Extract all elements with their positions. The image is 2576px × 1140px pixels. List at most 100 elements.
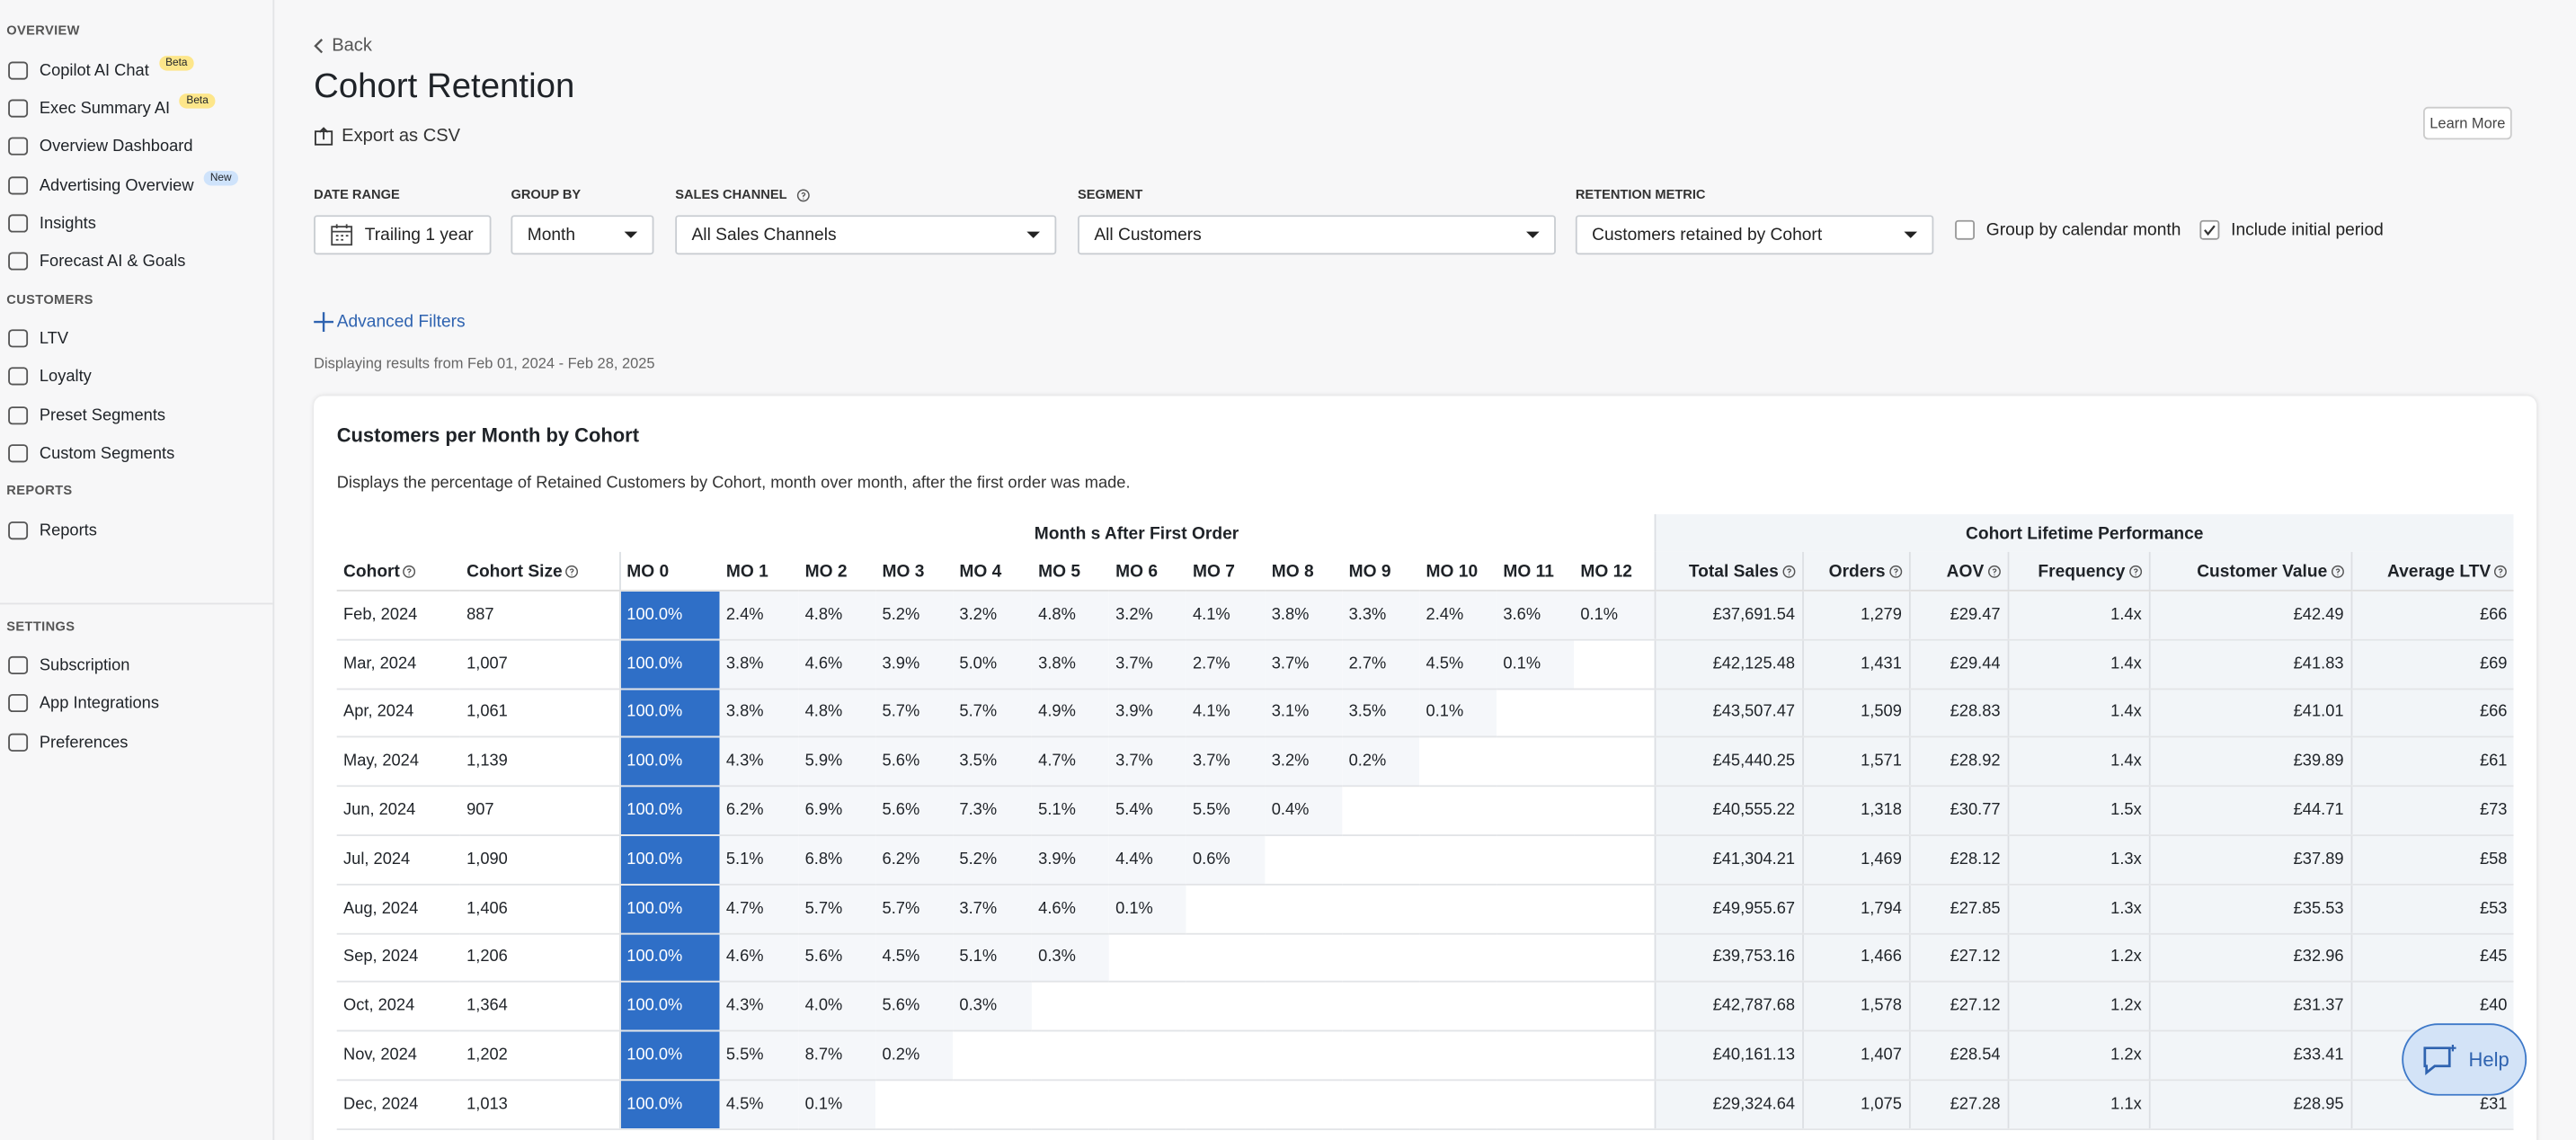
retention-cell	[1497, 688, 1575, 739]
nav-icon	[8, 214, 29, 233]
nav-label: Subscription	[39, 655, 130, 675]
filter-field[interactable]: Customers retained by Cohort	[1575, 215, 1934, 255]
performance-cell: £45	[2349, 932, 2514, 984]
retention-cell	[1419, 1080, 1497, 1130]
retention-cell	[1342, 1030, 1420, 1082]
nav-icon	[8, 252, 29, 271]
learn-more[interactable]: Learn More	[2423, 106, 2512, 140]
nav-item[interactable]: Reports	[6, 518, 97, 544]
nav-icon-shape	[8, 733, 29, 752]
dropdown-caret	[1026, 231, 1040, 238]
filter-value-wrap: All Sales Channels	[692, 225, 837, 245]
column-header-text: Cohort Size	[466, 560, 563, 581]
nav-icon	[8, 137, 29, 156]
performance-cell: 1,279	[1801, 590, 1910, 641]
nav-item[interactable]: Preset Segments	[6, 403, 165, 429]
nav-item[interactable]: LTV	[6, 325, 68, 352]
retention-cell	[1419, 884, 1497, 934]
retention-cell	[1342, 786, 1420, 836]
checkbox[interactable]: Group by calendar month	[1955, 219, 2181, 240]
export-text: Export as CSV	[342, 126, 461, 147]
filter-label-text: DATE RANGE	[314, 187, 400, 202]
retention-cell: 5.1%	[719, 835, 799, 886]
retention-cell	[1265, 982, 1343, 1032]
filter-value-wrap: Trailing 1 year	[330, 223, 474, 246]
filter-field[interactable]: Trailing 1 year	[314, 215, 492, 255]
performance-cell: 1,431	[1801, 639, 1910, 690]
retention-cell	[1574, 1030, 1655, 1082]
filter-label-text: SALES CHANNEL	[675, 187, 787, 202]
table-row: Apr, 2024 1,061 100.0% 3.8% 4.8% 5.7% 5.7% 4.9%…	[336, 688, 2514, 739]
nav-item[interactable]: Loyalty	[6, 363, 92, 389]
nav-icon	[8, 655, 29, 675]
performance-cell: £33.41	[2148, 1030, 2351, 1082]
nav-icon	[8, 176, 29, 195]
retention-cell	[1574, 884, 1655, 934]
retention-cell: 5.1%	[953, 932, 1032, 984]
filter-field[interactable]: All Customers	[1078, 215, 1556, 255]
cohort-cell: Mar, 2024	[336, 639, 460, 690]
performance-cell: £28.54	[1908, 1030, 2008, 1082]
nav-item[interactable]: Overview Dashboard	[6, 133, 193, 159]
filter-label: SEGMENT	[1078, 187, 1142, 201]
performance-cell: 1,075	[1801, 1080, 1910, 1130]
nav-icon-shape	[8, 655, 29, 675]
retention-cell	[1108, 1080, 1186, 1130]
help-icon	[2331, 564, 2344, 577]
retention-cell	[1574, 982, 1655, 1032]
check-path	[2204, 225, 2216, 236]
nav-item[interactable]: Forecast AI & Goals	[6, 248, 185, 274]
column-header-text: MO 12	[1580, 560, 1632, 581]
table-row: Nov, 2024 1,202 100.0% 5.5% 8.7% 0.2% £40,161.…	[336, 1030, 2514, 1082]
table-row: Oct, 2024 1,364 100.0% 4.3% 4.0% 5.6% 0.3% £42,…	[336, 982, 2514, 1032]
retention-cell: 2.4%	[1419, 590, 1497, 641]
retention-cell: 3.8%	[1031, 639, 1109, 690]
help-icon	[1987, 564, 2001, 577]
help-mark	[2334, 567, 2340, 575]
help-button[interactable]: Help	[2402, 1023, 2527, 1096]
retention-cell	[1497, 786, 1575, 836]
column-header-text: MO 8	[1271, 560, 1314, 581]
advanced-filters[interactable]: Advanced Filters	[314, 312, 466, 332]
help-icon	[403, 564, 416, 577]
retention-cell	[1497, 884, 1575, 934]
column-header: MO 7	[1186, 551, 1266, 592]
retention-cell	[1108, 1030, 1186, 1082]
retention-cell: 0.4%	[1265, 786, 1343, 836]
filter-field[interactable]: All Sales Channels	[675, 215, 1057, 255]
performance-cell: £69	[2349, 639, 2514, 690]
filter-field[interactable]: Month	[511, 215, 654, 255]
performance-cell: £28.92	[1908, 737, 2008, 788]
column-header: MO 0	[618, 551, 720, 592]
cohort-size-cell: 887	[459, 590, 620, 641]
help-text: Help	[2468, 1047, 2509, 1072]
back-link[interactable]: Back	[314, 36, 372, 56]
table-row: Aug, 2024 1,406 100.0% 4.7% 5.7% 5.7% 3.7% 4.6%…	[336, 884, 2514, 934]
nav-item[interactable]: Copilot AI Chat Beta	[6, 56, 194, 84]
nav-item[interactable]: Preferences	[6, 729, 128, 755]
cohort-size-cell: 1,139	[459, 737, 620, 788]
section-label: OVERVIEW	[6, 22, 80, 39]
plus-icon	[314, 312, 334, 333]
nav-item[interactable]: Custom Segments	[6, 441, 174, 467]
retention-cell: 3.7%	[1186, 737, 1266, 788]
column-header: Frequency	[2006, 551, 2149, 592]
retention-cell: 5.5%	[1186, 786, 1266, 836]
section-label: CUSTOMERS	[6, 292, 93, 307]
nav-item[interactable]: Advertising Overview New	[6, 171, 238, 199]
nav-item[interactable]: Subscription	[6, 652, 129, 678]
performance-cell: £42,787.68	[1653, 982, 1803, 1032]
retention-cell: 5.7%	[953, 688, 1032, 739]
nav-item[interactable]: Insights	[6, 210, 96, 236]
export-csv[interactable]: Export as CSV	[314, 127, 460, 147]
nav-icon-shape	[8, 521, 29, 540]
nav-item[interactable]: Exec Summary AI Beta	[6, 94, 216, 121]
nav-item[interactable]: App Integrations	[6, 690, 159, 716]
table-row: May, 2024 1,139 100.0% 4.3% 5.9% 5.6% 3.5% 4.7%…	[336, 737, 2514, 788]
help-circle	[403, 564, 416, 577]
cohort-cell: Nov, 2024	[336, 1030, 460, 1082]
performance-cell: £35.53	[2148, 884, 2351, 934]
retention-cell: 5.6%	[875, 737, 954, 788]
checkbox[interactable]: Include initial period	[2199, 219, 2384, 240]
retention-cell: 100.0%	[618, 786, 720, 836]
